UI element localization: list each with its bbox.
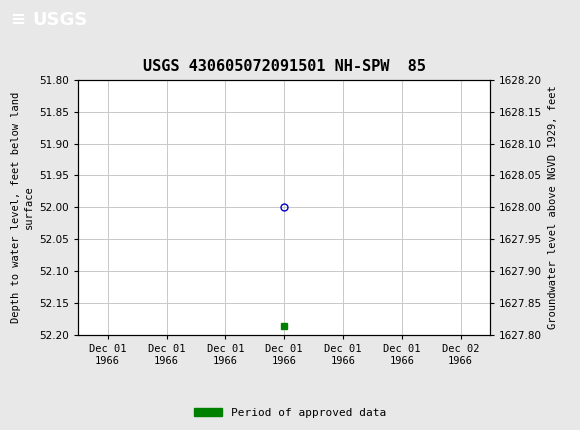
Y-axis label: Groundwater level above NGVD 1929, feet: Groundwater level above NGVD 1929, feet <box>548 86 558 329</box>
Text: ≡: ≡ <box>10 11 26 29</box>
Text: USGS: USGS <box>32 11 87 29</box>
Y-axis label: Depth to water level, feet below land
surface: Depth to water level, feet below land su… <box>10 92 34 323</box>
Title: USGS 430605072091501 NH-SPW  85: USGS 430605072091501 NH-SPW 85 <box>143 59 426 74</box>
Legend: Period of approved data: Period of approved data <box>190 403 390 422</box>
